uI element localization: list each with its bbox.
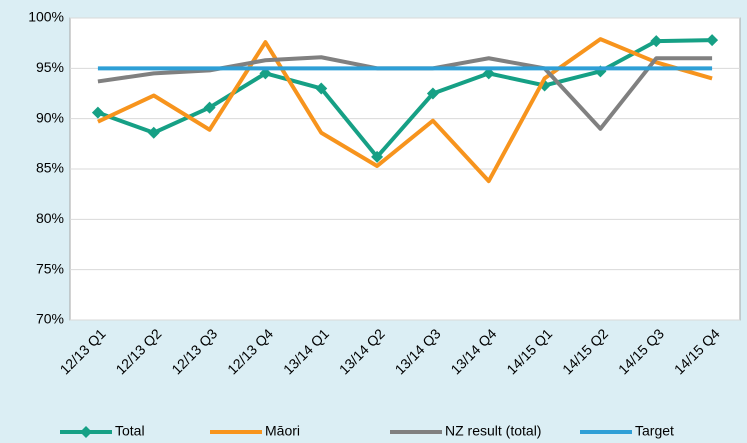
y-tick-label: 100% [28, 9, 64, 25]
point-marker [482, 67, 495, 80]
point-marker [426, 87, 439, 100]
y-tick-label: 75% [36, 260, 64, 276]
y-tick-label: 80% [36, 210, 64, 226]
legend-label: NZ result (total) [445, 423, 541, 439]
legend-marker [80, 426, 92, 438]
point-marker [203, 101, 216, 114]
y-tick-label: 70% [36, 311, 64, 327]
point-marker [147, 126, 160, 139]
point-marker [259, 67, 272, 80]
point-marker [371, 150, 384, 163]
point-marker [91, 106, 104, 119]
y-tick-label: 85% [36, 160, 64, 176]
y-tick-label: 95% [36, 59, 64, 75]
point-marker [315, 82, 328, 95]
point-marker [706, 34, 719, 47]
point-marker [650, 35, 663, 48]
series-line [97, 37, 713, 184]
series-line [97, 38, 713, 159]
legend-label: Māori [265, 423, 300, 439]
y-tick-label: 90% [36, 109, 64, 125]
legend-label: Total [115, 423, 145, 439]
legend-label: Target [635, 423, 674, 439]
